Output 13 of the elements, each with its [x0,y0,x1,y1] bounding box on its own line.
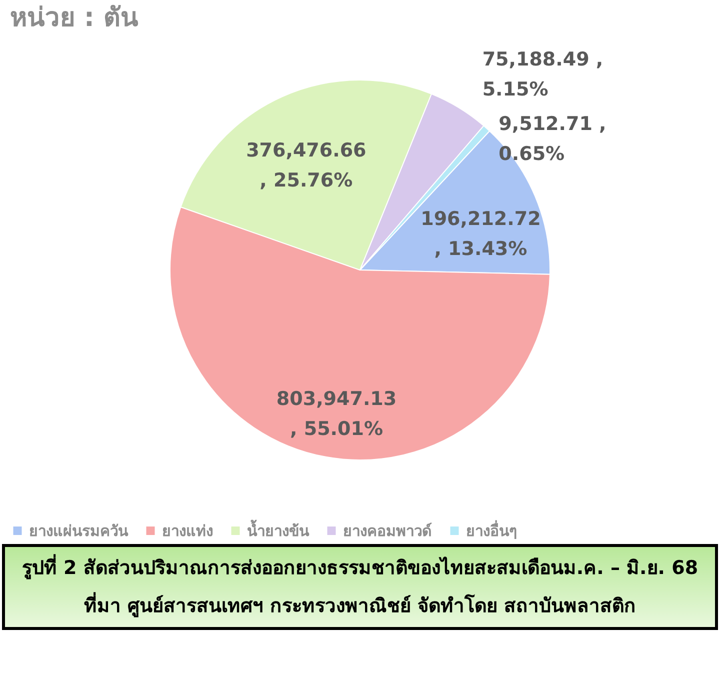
chart-title: หน่วย : ตัน [10,3,139,33]
legend-label: ยางคอมพาวด์ [343,522,432,540]
legend-label: ยางอื่นๆ [466,520,517,540]
legend-label: ยางแผ่นรมควัน [29,522,129,540]
data-label: 196,212.72 , 13.43% [420,208,541,260]
text: ที่มา ศูนย์สารสนเทศฯ กระทรวงพาณิชย์ จัดทำโดย สถาบันพลาสติก [82,591,638,620]
data-label: 803,947.13 , 55.01% [276,388,397,440]
data-label: 376,476.66 , 25.76% [246,140,366,192]
legend-label: ยางแท่ง [162,522,213,540]
data-label: 9,512.71 , 0.65% [498,112,606,165]
text: รูปที่ 2 สัดส่วนปริมาณการส่งออกยางธรรมชาติของไทยสะสมเดือนม.ค. – มิ.ย. 68 [20,553,700,582]
data-label: 75,188.49 , 5.15% [482,48,604,100]
legend-label: น้ำยางข้น [247,518,310,540]
